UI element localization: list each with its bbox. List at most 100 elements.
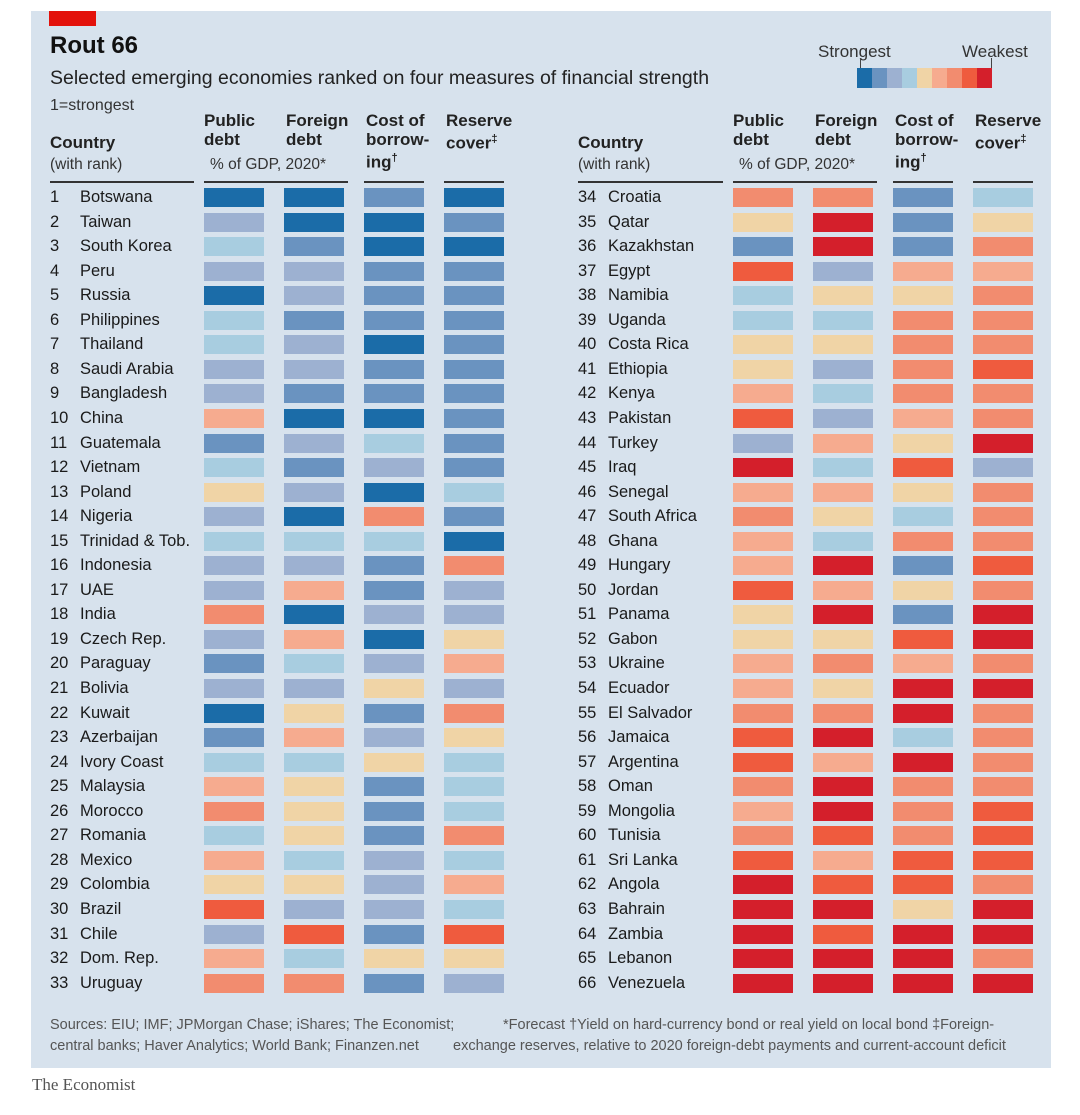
country-name: China [80,408,124,427]
gdp-subheader-left: % of GDP, 2020* [210,156,327,173]
header-rule-country-right [578,181,723,183]
reserve-cover-cell [973,949,1033,969]
cost-of-borrowing-cell [364,679,424,698]
table-row-label: 23 Azerbaijan [50,727,158,747]
rank-number: 50 [578,580,597,599]
table-row-label: 34 Croatia [578,187,661,207]
foreign-debt-cell [284,286,344,306]
cost-of-borrowing-cell [364,531,424,551]
foreign-debt-cell [284,801,344,821]
table-row-label: 14 Nigeria [50,506,132,526]
public-debt-cell [733,629,793,649]
public-debt-cell [733,286,793,306]
public-debt-cell [204,359,264,379]
rank-number: 66 [578,973,597,992]
cost-of-borrowing-cell [364,384,424,404]
country-name: Namibia [608,286,669,305]
rank-number: 8 [50,359,60,378]
table-row-label: 7 Thailand [50,334,143,354]
reserve-cover-cell [444,752,504,772]
reserve-cover-cell [444,949,504,969]
reserve-cover-cell [973,679,1033,698]
foreign-debt-cell [284,433,344,453]
foreign-debt-cell [284,359,344,379]
foreign-debt-cell [813,188,873,207]
country-name: Bahrain [608,899,665,918]
rank-number: 3 [50,237,60,256]
public-debt-cell [204,777,264,797]
cost-of-borrowing-cell [364,801,424,821]
country-name: Brazil [80,899,122,918]
rank-number: 14 [50,507,69,526]
rank-number: 11 [50,433,68,452]
cost-of-borrowing-cell [893,899,953,919]
reserve-cover-cell [444,826,504,846]
footnotes: *Forecast †Yield on hard-currency bond o… [453,1015,1006,1057]
reserve-cover-cell [444,556,504,576]
reserve-cover-cell [444,458,504,478]
table-row-label: 16 Indonesia [50,555,152,575]
country-name: Uruguay [80,973,143,992]
country-name: Czech Rep. [80,629,167,648]
foreign-debt-cell [284,507,344,527]
publisher-brand: The Economist [32,1075,136,1094]
header-rule-borrowing-left [364,181,424,183]
reserve-cover-cell [444,605,504,625]
rank-number: 24 [50,752,69,771]
foreign-debt-cell [813,629,873,649]
legend-swatch-2 [872,68,887,88]
cost-of-borrowing-cell [893,458,953,478]
rank-number: 61 [578,850,597,869]
public-debt-cell [204,482,264,502]
foreign-debt-cell [284,605,344,625]
gdp-subheader-right: % of GDP, 2020* [739,156,856,173]
foreign-debt-cell [813,310,873,330]
foreign-debt-cell [813,703,873,723]
rank-number: 48 [578,531,597,550]
foreign-debt-cell [284,899,344,919]
public-debt-cell [733,359,793,379]
country-name: Azerbaijan [80,728,158,747]
legend-weakest-label: Weakest [962,42,1028,61]
country-name: Ukraine [608,654,665,673]
sources-line-1: Sources: EIU; IMF; JPMorgan Chase; iShar… [50,1017,455,1033]
rank-number: 18 [50,605,69,624]
rank-number: 39 [578,310,597,329]
foreign-debt-cell [813,949,873,969]
cost-of-borrowing-cell [893,335,953,355]
foreign-debt-cell [813,679,873,698]
foreign-debt-cell [284,728,344,748]
public-debt-cell [733,703,793,723]
table-row-label: 44 Turkey [578,433,658,453]
country-name: Egypt [608,261,651,280]
public-debt-cell [733,777,793,797]
country-name: Dom. Rep. [80,949,159,968]
reserve-cover-cell [973,310,1033,330]
table-row-label: 35 Qatar [578,212,649,232]
public-debt-cell [733,826,793,846]
public-debt-cell [733,605,793,625]
table-row-label: 45 Iraq [578,457,636,477]
cost-of-borrowing-cell [893,654,953,674]
reserve-cover-cell [973,654,1033,674]
foreign-debt-cell [284,261,344,281]
table-row-label: 50 Jordan [578,580,658,600]
rank-number: 12 [50,458,69,477]
rank-note: 1=strongest [50,97,135,114]
country-name: Indonesia [80,556,152,575]
reserve-cover-cell [444,850,504,870]
cost-of-borrowing-cell [893,433,953,453]
legend-swatch-3 [887,68,902,88]
country-name: Botswana [80,188,153,206]
table-row-label: 40 Costa Rica [578,334,689,354]
cost-of-borrowing-cell [364,310,424,330]
reserve-cover-cell [444,188,504,207]
table-row-label: 8 Saudi Arabia [50,359,174,379]
rank-number: 30 [50,899,69,918]
legend-swatch-6 [932,68,947,88]
cost-of-borrowing-cell [364,458,424,478]
cost-of-borrowing-cell [364,654,424,674]
country-name: Paraguay [80,654,151,673]
reserve-cover-cell [444,359,504,379]
cost-of-borrowing-cell [893,261,953,281]
